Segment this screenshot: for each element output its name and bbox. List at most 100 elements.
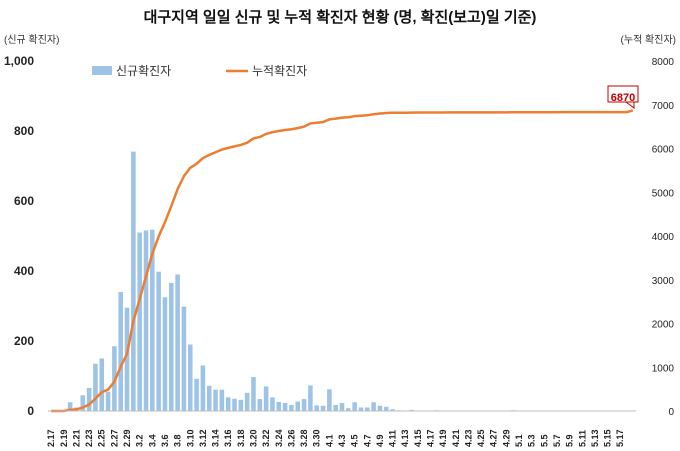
bar [105, 391, 111, 411]
right-y-axis: 0 1000 2000 3000 4000 5000 6000 7000 8000 [652, 57, 675, 418]
chart-title: 대구지역 일일 신규 및 누적 확진자 현황 (명, 확진(보고)일 기준) [143, 9, 537, 26]
x-tick-label: 4.11 [388, 430, 398, 447]
x-tick-label: 5.13 [590, 429, 600, 447]
x-tick-label: 5.3 [527, 434, 537, 447]
bar [67, 402, 73, 411]
right-y-tick-label: 5000 [652, 188, 675, 199]
legend-line-label: 누적확진자 [252, 64, 307, 78]
left-y-tick-label: 200 [14, 334, 34, 348]
x-tick-label: 3.22 [261, 429, 271, 447]
bar [339, 402, 345, 411]
x-tick-label: 2.23 [84, 429, 94, 447]
bar [346, 408, 351, 411]
x-tick-label: 2.25 [97, 429, 107, 447]
x-tick-label: 4.5 [350, 434, 360, 447]
bar [333, 405, 338, 411]
bar [225, 397, 231, 411]
bar [99, 358, 105, 411]
bar [200, 365, 206, 411]
bar [383, 406, 389, 411]
x-tick-label: 5.17 [615, 429, 625, 447]
bar [308, 385, 313, 411]
x-tick-label: 5.9 [565, 434, 575, 447]
callout-value: 6870 [611, 92, 635, 104]
right-y-tick-label: 4000 [652, 232, 675, 243]
x-axis: 2.17 2.19 2.21 2.23 2.25 2.27 2.29 3.2 3.4 3.6 3.8… [46, 429, 625, 447]
bar [327, 389, 332, 411]
bar [206, 385, 212, 411]
legend-bar-swatch [92, 66, 112, 75]
x-tick-label: 5.15 [603, 429, 613, 447]
left-axis-label: (신규 확진자) [4, 34, 59, 46]
bar [238, 399, 244, 411]
bar [118, 292, 123, 411]
x-tick-label: 4.23 [463, 429, 473, 447]
bar [169, 282, 174, 411]
left-y-tick-label: 0 [27, 404, 34, 418]
x-tick-label: 5.11 [577, 430, 587, 447]
bar [187, 344, 193, 411]
x-tick-label: 4.17 [426, 429, 436, 447]
bar [295, 401, 301, 411]
right-y-tick-label: 6000 [652, 145, 675, 156]
final-value-callout: 6870 [607, 85, 639, 109]
x-tick-label: 2.17 [46, 429, 56, 447]
left-y-axis: 0 200 400 600 800 1,000 [4, 54, 34, 418]
bar [263, 386, 269, 411]
bar [314, 405, 319, 411]
x-tick-label: 2.27 [109, 429, 119, 447]
x-tick-label: 2.29 [122, 429, 132, 447]
bar [124, 307, 130, 411]
bar [371, 402, 376, 411]
bar-series [61, 151, 636, 411]
x-tick-label: 4.27 [489, 429, 499, 447]
bar [301, 399, 307, 411]
x-tick-label: 4.3 [337, 434, 347, 447]
right-y-tick-label: 3000 [652, 276, 675, 287]
bar [257, 399, 263, 411]
legend-bar-label: 신규확진자 [116, 64, 171, 78]
bar [358, 407, 364, 411]
bar [213, 389, 218, 411]
x-tick-label: 3.16 [223, 429, 233, 447]
x-tick-label: 3.20 [248, 429, 258, 447]
bar [137, 232, 142, 411]
cumulative-line [51, 109, 634, 413]
x-tick-label: 3.12 [198, 429, 208, 447]
left-y-tick-label: 800 [14, 124, 34, 138]
x-tick-label: 4.25 [476, 429, 486, 447]
bar [377, 405, 383, 411]
bar [365, 407, 370, 411]
bar [270, 397, 275, 411]
x-tick-label: 3.26 [286, 429, 296, 447]
bar [352, 402, 357, 411]
left-y-tick-label: 600 [14, 194, 34, 208]
x-tick-label: 2.19 [59, 429, 69, 447]
right-y-tick-label: 2000 [652, 320, 675, 331]
bar [409, 409, 414, 411]
x-tick-label: 5.7 [552, 434, 562, 447]
right-y-tick-label: 8000 [652, 57, 675, 68]
bar [289, 405, 294, 411]
right-y-tick-label: 7000 [652, 101, 675, 112]
x-tick-label: 4.21 [451, 429, 461, 447]
bar [194, 378, 199, 411]
x-tick-label: 4.9 [375, 434, 385, 447]
x-tick-label: 3.14 [211, 429, 221, 447]
left-y-tick-label: 1,000 [4, 54, 34, 68]
legend: 신규확진자 누적확진자 [92, 64, 307, 78]
bar [181, 306, 187, 411]
x-tick-label: 4.19 [438, 429, 448, 447]
x-tick-label: 3.8 [173, 434, 183, 447]
callout-box [607, 85, 639, 103]
bar [244, 392, 250, 411]
x-tick-label: 3.30 [312, 429, 322, 447]
x-tick-label: 3.4 [147, 434, 157, 447]
x-tick-label: 5.1 [514, 434, 524, 447]
bar [251, 377, 256, 411]
bar [175, 274, 180, 411]
x-tick-label: 3.2 [135, 434, 145, 447]
bar [86, 387, 92, 411]
bar [276, 401, 282, 411]
